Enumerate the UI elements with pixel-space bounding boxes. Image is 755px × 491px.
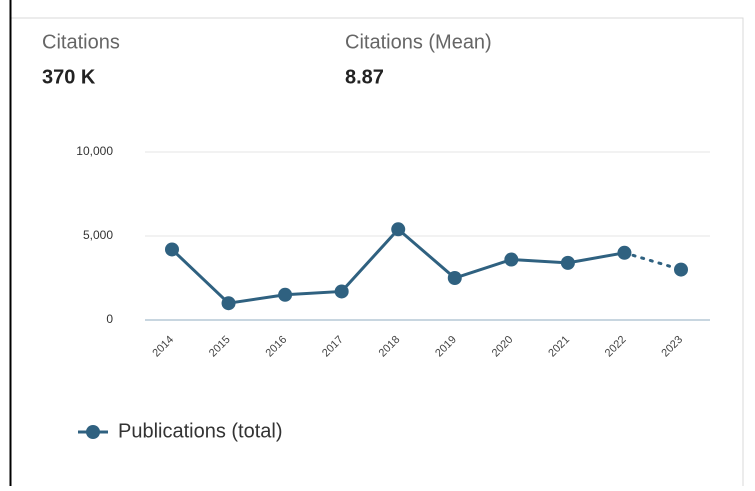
point xyxy=(334,284,349,299)
point xyxy=(504,252,519,267)
y-tick-label: 5,000 xyxy=(83,228,113,242)
kpi-value: 8.87 xyxy=(345,66,384,88)
point xyxy=(221,296,236,311)
y-tick-label: 10,000 xyxy=(76,144,113,158)
point xyxy=(617,245,632,260)
legend-label: Publications (total) xyxy=(118,420,283,442)
point xyxy=(560,255,575,270)
line-dotted xyxy=(622,251,683,272)
point xyxy=(674,262,688,277)
point xyxy=(165,242,179,257)
kpi-value: 370 K xyxy=(42,66,96,88)
point xyxy=(278,287,293,302)
kpi-label: Citations (Mean) xyxy=(345,31,492,53)
legend-marker xyxy=(86,425,100,439)
y-tick-label: 0 xyxy=(106,312,113,326)
kpi-label: Citations xyxy=(42,31,120,53)
point xyxy=(447,271,462,285)
point xyxy=(391,222,406,237)
